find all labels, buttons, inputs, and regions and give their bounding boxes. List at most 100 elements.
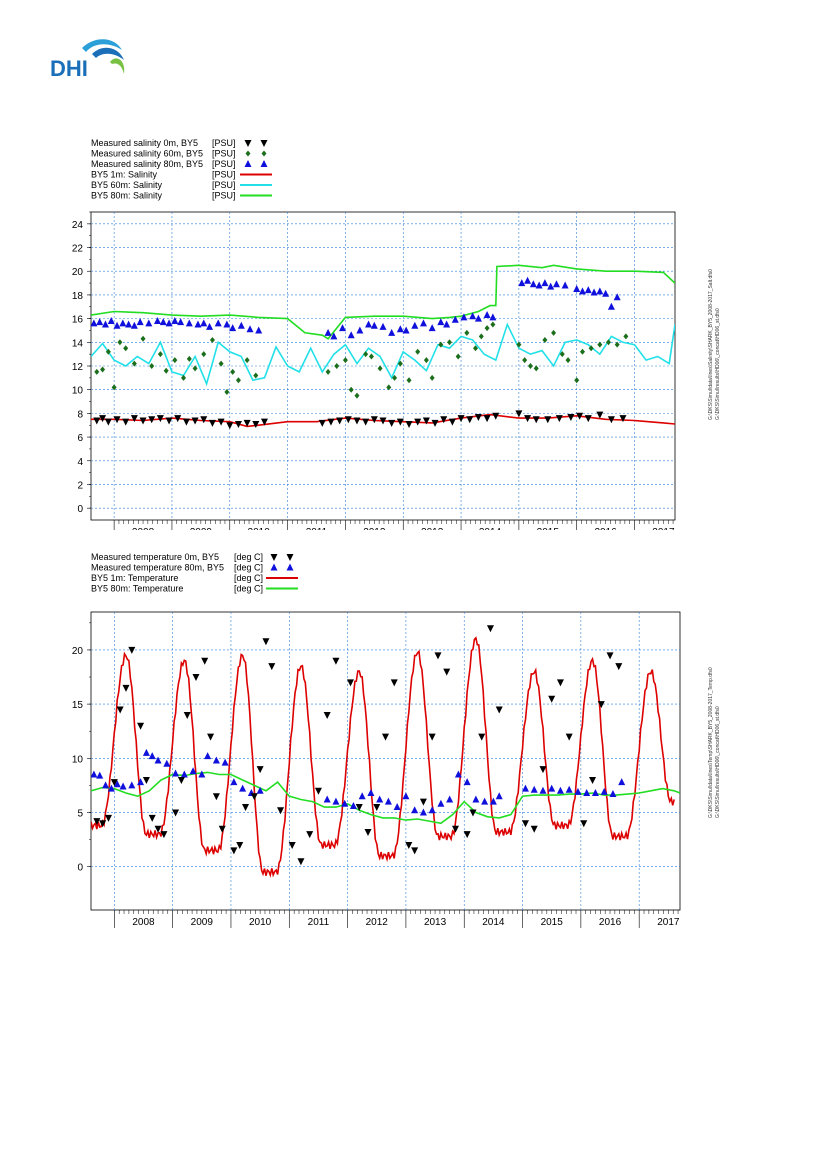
point-measured-salinity-80m-by5 — [136, 318, 144, 326]
y-tick-label: 10 — [72, 386, 84, 397]
point-measured-temperature-80m-by5 — [341, 799, 349, 807]
point-measured-temperature-80m-by5 — [256, 786, 264, 794]
point-measured-temperature-80m-by5 — [481, 797, 489, 805]
point-measured-salinity-60m-by5 — [464, 329, 470, 336]
point-measured-salinity-60m-by5 — [397, 360, 403, 367]
series-line-by5-60m-salinity — [91, 322, 675, 387]
legend-unit: [PSU] — [212, 138, 236, 148]
point-measured-salinity-0m-by5 — [544, 416, 552, 424]
point-measured-temperature-0m-by5 — [177, 776, 185, 784]
point-measured-temperature-0m-by5 — [306, 831, 314, 839]
y-tick-label: 2 — [77, 480, 83, 491]
point-measured-temperature-0m-by5 — [250, 793, 258, 801]
y-tick-label: 0 — [77, 504, 83, 515]
point-measured-temperature-80m-by5 — [376, 795, 384, 803]
legend-label: Measured salinity 60m, BY5 — [91, 149, 203, 159]
legend-label: Measured salinity 80m, BY5 — [91, 159, 203, 169]
series-line-by5-80m-salinity — [91, 264, 675, 340]
y-tick-label: 20 — [72, 646, 84, 657]
point-measured-temperature-0m-by5 — [128, 646, 136, 654]
point-measured-temperature-0m-by5 — [148, 814, 156, 822]
point-measured-temperature-80m-by5 — [230, 778, 238, 786]
legend-marker — [261, 150, 267, 157]
point-measured-temperature-80m-by5 — [539, 786, 547, 794]
point-measured-salinity-60m-by5 — [597, 341, 603, 348]
point-measured-salinity-80m-by5 — [356, 326, 364, 334]
point-measured-temperature-0m-by5 — [242, 804, 250, 812]
point-measured-temperature-0m-by5 — [580, 820, 588, 828]
year-label: 2014 — [482, 917, 505, 928]
point-measured-temperature-0m-by5 — [288, 841, 296, 849]
point-measured-salinity-60m-by5 — [574, 377, 580, 384]
point-measured-salinity-80m-by5 — [411, 321, 419, 329]
point-measured-salinity-0m-by5 — [576, 412, 584, 420]
legend-marker — [260, 160, 268, 167]
point-measured-temperature-80m-by5 — [163, 759, 171, 767]
point-measured-salinity-60m-by5 — [565, 357, 571, 364]
point-measured-temperature-80m-by5 — [137, 778, 145, 786]
point-measured-salinity-80m-by5 — [596, 287, 604, 295]
legend-label: BY5 60m: Salinity — [91, 180, 163, 190]
point-measured-temperature-0m-by5 — [428, 733, 436, 741]
point-measured-salinity-0m-by5 — [532, 416, 540, 424]
point-measured-salinity-80m-by5 — [119, 319, 127, 327]
point-measured-salinity-0m-by5 — [584, 415, 592, 423]
point-measured-temperature-0m-by5 — [116, 706, 124, 714]
point-measured-salinity-60m-by5 — [406, 377, 412, 384]
point-measured-temperature-0m-by5 — [104, 814, 112, 822]
point-measured-salinity-60m-by5 — [334, 363, 340, 369]
point-measured-salinity-60m-by5 — [392, 374, 398, 381]
point-measured-salinity-0m-by5 — [99, 415, 107, 423]
point-measured-temperature-0m-by5 — [565, 733, 573, 741]
point-measured-salinity-0m-by5 — [234, 421, 242, 429]
point-measured-temperature-0m-by5 — [615, 663, 623, 671]
point-measured-temperature-80m-by5 — [393, 803, 401, 811]
y-tick-label: 15 — [72, 700, 84, 711]
year-label: 2008 — [132, 527, 155, 530]
y-tick-label: 18 — [72, 291, 84, 302]
point-measured-salinity-0m-by5 — [405, 421, 413, 429]
point-measured-salinity-80m-by5 — [113, 321, 121, 329]
point-measured-salinity-80m-by5 — [573, 285, 581, 292]
y-tick-label: 20 — [72, 267, 84, 278]
point-measured-salinity-80m-by5 — [145, 319, 153, 327]
point-measured-salinity-80m-by5 — [223, 320, 231, 328]
y-tick-label: 16 — [72, 315, 84, 326]
point-measured-salinity-80m-by5 — [613, 293, 621, 301]
year-label: 2015 — [537, 527, 560, 530]
point-measured-temperature-80m-by5 — [402, 792, 410, 800]
point-measured-temperature-0m-by5 — [347, 679, 355, 687]
legend-0: Measured salinity 0m, BY5 [PSU] Measured s… — [91, 138, 272, 201]
point-measured-salinity-60m-by5 — [354, 392, 360, 399]
point-measured-salinity-80m-by5 — [535, 281, 543, 289]
point-measured-salinity-80m-by5 — [602, 289, 610, 297]
year-label: 2009 — [190, 527, 213, 530]
point-measured-salinity-80m-by5 — [365, 320, 373, 328]
point-measured-temperature-80m-by5 — [574, 787, 582, 795]
point-measured-temperature-80m-by5 — [618, 778, 626, 786]
point-measured-salinity-80m-by5 — [347, 331, 355, 339]
legend-1: Measured temperature 0m, BY5 [deg C] Measu… — [91, 552, 298, 594]
point-measured-salinity-0m-by5 — [370, 416, 378, 424]
point-measured-salinity-80m-by5 — [206, 322, 214, 330]
point-measured-temperature-0m-by5 — [122, 684, 130, 692]
year-label: 2017 — [657, 917, 680, 928]
point-measured-salinity-60m-by5 — [140, 335, 146, 342]
logo-swoosh-blue — [82, 39, 122, 52]
point-measured-temperature-0m-by5 — [451, 825, 459, 833]
point-measured-salinity-80m-by5 — [194, 320, 202, 328]
point-measured-salinity-80m-by5 — [524, 276, 532, 284]
point-measured-temperature-0m-by5 — [434, 652, 442, 660]
point-measured-temperature-80m-by5 — [367, 788, 375, 796]
point-measured-salinity-0m-by5 — [388, 419, 396, 427]
point-measured-salinity-0m-by5 — [567, 413, 575, 421]
point-measured-salinity-60m-by5 — [579, 348, 585, 355]
year-label: 2016 — [594, 527, 617, 530]
point-measured-salinity-0m-by5 — [165, 417, 173, 425]
point-measured-salinity-80m-by5 — [229, 324, 237, 332]
point-measured-temperature-80m-by5 — [107, 784, 115, 792]
point-measured-salinity-0m-by5 — [139, 417, 147, 425]
point-measured-temperature-80m-by5 — [239, 784, 247, 792]
point-measured-salinity-0m-by5 — [524, 415, 532, 423]
point-measured-salinity-0m-by5 — [492, 412, 500, 420]
